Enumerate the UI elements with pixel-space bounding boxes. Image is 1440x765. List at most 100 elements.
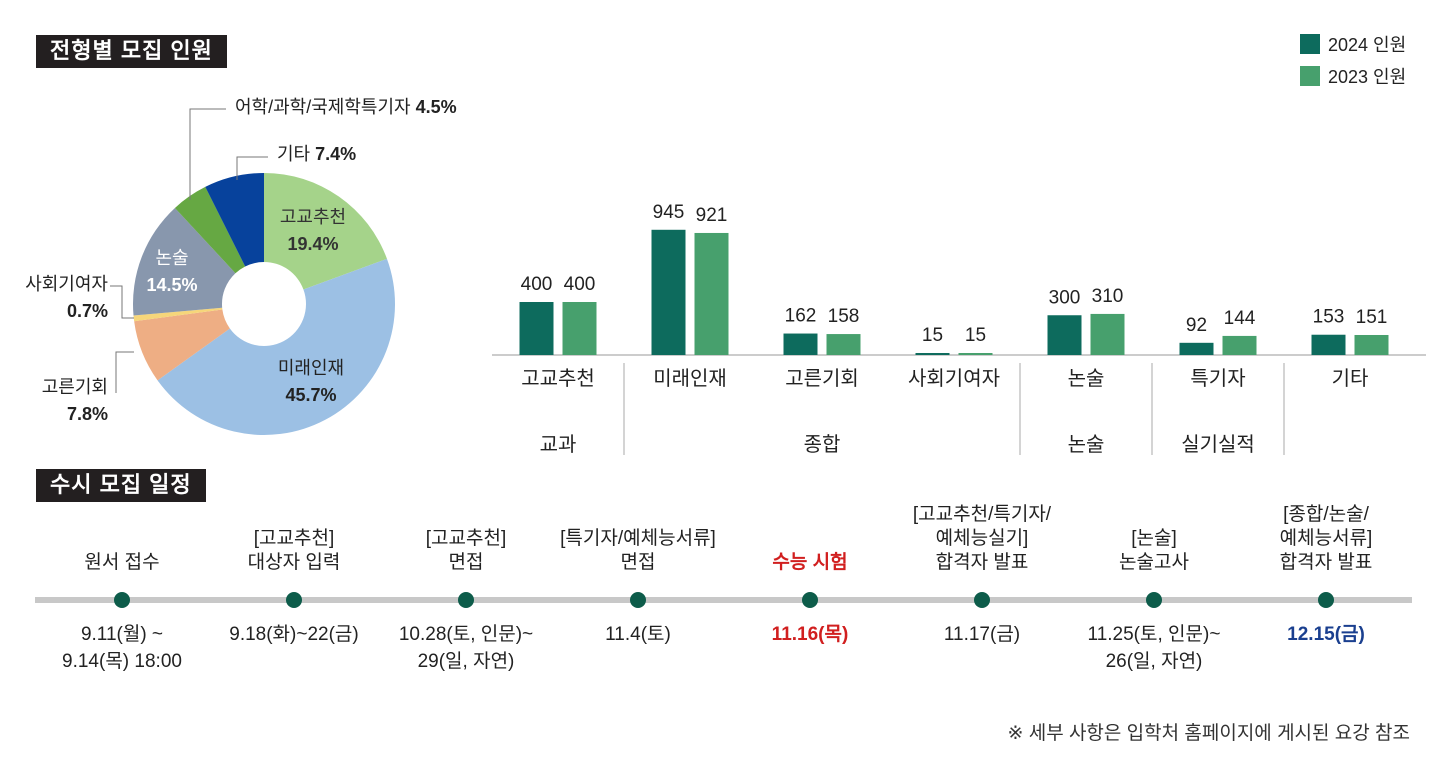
bar-value-label: 921 (696, 205, 728, 226)
pie-leader-line (236, 156, 268, 180)
bar-value-label: 400 (521, 274, 553, 295)
timeline-dot (1318, 592, 1334, 608)
schedule-date: 11.16(목) (772, 623, 849, 645)
bar-value-label: 162 (785, 306, 817, 327)
pie-label: 사회기여자 (25, 274, 108, 294)
group-label: 종합 (804, 433, 841, 456)
pie-leader-line (110, 285, 134, 319)
schedule-title: 수능 시험 (772, 551, 847, 573)
timeline-dot (630, 592, 646, 608)
legend-label: 2023 인원 (1328, 67, 1406, 87)
bar-2023 (694, 232, 729, 355)
composition-section-title: 전형별 모집 인원 (36, 35, 227, 68)
timeline-dot (114, 592, 130, 608)
schedule-section-title: 수시 모집 일정 (36, 469, 206, 502)
bar-value-label: 92 (1186, 315, 1207, 336)
schedule-date: 26(일, 자연) (1106, 650, 1203, 672)
bar-2024 (915, 353, 950, 355)
group-label: 실기실적 (1181, 433, 1255, 456)
bar-2024 (1179, 342, 1214, 355)
bar-value-label: 158 (828, 306, 860, 327)
schedule-title: [논술] (1131, 527, 1177, 549)
pie-slice (133, 207, 236, 316)
bar-2023 (562, 302, 597, 355)
bar-2024 (1047, 315, 1082, 355)
bar-2024 (1311, 334, 1346, 355)
schedule-title: [종합/논술/ (1283, 503, 1369, 525)
schedule-title: 예체능실기] (936, 527, 1029, 549)
pie-value-label: 14.5% (146, 275, 197, 295)
bar-value-label: 310 (1092, 286, 1124, 307)
schedule-title: 원서 접수 (84, 551, 159, 573)
bar-2023 (1090, 313, 1125, 355)
footnote: ※ 세부 사항은 입학처 홈페이지에 게시된 요강 참조 (1007, 723, 1410, 744)
bar-value-label: 15 (922, 325, 943, 346)
schedule-title: 면접 (449, 551, 484, 573)
bar-2023 (1354, 334, 1389, 355)
legend-swatch (1300, 34, 1320, 54)
schedule-title: 대상자 입력 (248, 551, 341, 573)
schedule-title: 합격자 발표 (1280, 551, 1373, 573)
pie-value-label: 19.4% (287, 234, 338, 254)
bar-value-label: 144 (1224, 308, 1256, 329)
schedule-title: [고교추천/특기자/ (913, 503, 1052, 525)
group-label: 논술 (1068, 433, 1105, 456)
category-tick-label: 특기자 (1190, 367, 1245, 390)
bar-value-label: 151 (1356, 307, 1388, 328)
schedule-title: 논술고사 (1119, 551, 1189, 573)
timeline-track (35, 597, 1412, 603)
bar-value-label: 153 (1313, 307, 1345, 328)
pie-slice (134, 309, 230, 381)
bar-2024 (519, 302, 554, 355)
schedule-timeline: 원서 접수9.11(월) ~9.14(목) 18:00[고교추천]대상자 입력9… (35, 503, 1412, 672)
donut-chart: 고교추천 19.4% 미래인재 45.7% 논술 14.5% 사회기여자 0.7% 고른기회 7.… (25, 97, 457, 435)
bar-value-label: 300 (1049, 287, 1081, 308)
schedule-date: 29(일, 자연) (418, 650, 515, 672)
category-tick-label: 사회기여자 (908, 367, 1000, 390)
bar-2023 (958, 353, 993, 355)
pie-label: 논술 (155, 248, 188, 268)
timeline-dot (1146, 592, 1162, 608)
pie-slice (264, 173, 387, 290)
pie-label: 미래인재 (278, 358, 344, 378)
timeline-dot (286, 592, 302, 608)
bar-value-label: 15 (965, 325, 986, 346)
schedule-date: 9.14(목) 18:00 (62, 651, 182, 672)
bar-value-label: 400 (564, 274, 596, 295)
bar-2023 (826, 334, 861, 355)
schedule-date: 9.11(월) ~ (81, 623, 163, 645)
schedule-title: 합격자 발표 (936, 551, 1029, 573)
schedule-date: 11.25(토, 인문)~ (1088, 623, 1221, 645)
schedule-date: 11.4(토) (605, 624, 671, 645)
bar-2024 (651, 229, 686, 355)
pie-label: 기타 7.4% (277, 144, 356, 164)
legend-swatch (1300, 66, 1320, 86)
schedule-title: [특기자/예체능서류] (560, 527, 716, 549)
category-tick-label: 고른기회 (785, 367, 859, 390)
pie-value-label: 45.7% (285, 385, 336, 405)
schedule-date: 11.17(금) (944, 624, 1020, 645)
schedule-date: 9.18(화)~22(금) (229, 623, 358, 645)
group-label: 교과 (540, 433, 577, 456)
pie-slice (205, 173, 264, 267)
schedule-title: 예체능서류] (1280, 527, 1373, 549)
category-tick-label: 논술 (1068, 367, 1105, 390)
timeline-dot (458, 592, 474, 608)
legend-label: 2024 인원 (1328, 35, 1406, 55)
pie-value-label: 0.7% (67, 301, 108, 321)
pie-value-label: 7.8% (67, 404, 108, 424)
pie-leader-line (189, 108, 226, 200)
timeline-dot (974, 592, 990, 608)
pie-slice (157, 258, 395, 435)
schedule-title: [고교추천] (426, 527, 506, 549)
pie-slice (133, 307, 223, 322)
schedule-date: 10.28(토, 인문)~ (399, 623, 533, 645)
category-tick-label: 미래인재 (653, 367, 727, 390)
bar-2024 (783, 333, 818, 355)
bar-value-label: 945 (653, 202, 685, 223)
pie-label: 고른기회 (42, 377, 108, 397)
category-tick-label: 고교추천 (521, 367, 595, 390)
schedule-title: [고교추천] (254, 527, 334, 549)
schedule-date: 12.15(금) (1287, 624, 1365, 645)
pie-label: 어학/과학/국제학특기자 4.5% (235, 97, 457, 117)
